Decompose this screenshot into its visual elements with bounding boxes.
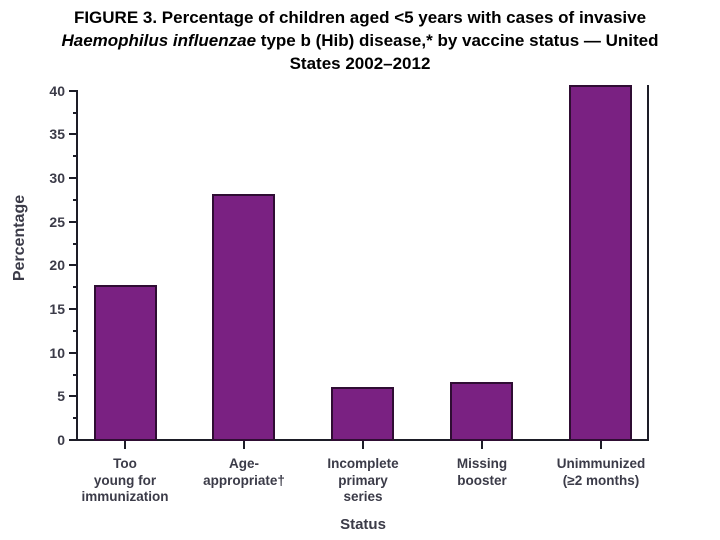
y-tick-label: 5	[57, 388, 65, 404]
y-minor-tick	[73, 155, 78, 157]
y-major-tick	[69, 439, 78, 441]
y-major-tick	[69, 352, 78, 354]
y-major-tick	[69, 308, 78, 310]
y-tick-label: 0	[57, 432, 65, 448]
y-tick-label: 25	[49, 214, 65, 230]
y-major-tick	[69, 177, 78, 179]
y-major-tick	[69, 221, 78, 223]
title-line-3: States 2002–2012	[289, 54, 431, 73]
x-category-label-line: booster	[457, 472, 507, 488]
bar-2	[212, 194, 275, 441]
x-category-label-line: Age-	[229, 456, 259, 471]
y-tick-label: 30	[49, 170, 65, 186]
y-minor-tick	[73, 243, 78, 245]
x-tick	[243, 441, 245, 449]
x-category-label-line: (≥2 months)	[562, 472, 640, 488]
y-minor-tick	[73, 374, 78, 376]
y-major-tick	[69, 90, 78, 92]
x-category-label-line: primary	[338, 472, 388, 488]
x-category-label-line: Missing	[456, 456, 508, 471]
y-tick-label: 20	[49, 257, 65, 273]
x-category-label: Age-appropriate†	[183, 456, 305, 489]
x-category-label-line: appropriate†	[203, 472, 285, 488]
x-category-label-line: series	[343, 489, 383, 504]
x-category-label-line: young for	[93, 472, 157, 488]
y-minor-tick	[73, 330, 78, 332]
y-tick-label: 40	[49, 83, 65, 99]
y-minor-tick	[73, 286, 78, 288]
x-category-label: Unimmunized (≥2 months)	[540, 456, 662, 489]
y-minor-tick	[73, 199, 78, 201]
y-major-tick	[69, 133, 78, 135]
y-axis-title: Percentage	[11, 194, 28, 282]
right-axis-line	[647, 85, 649, 441]
x-category-label: Incomplete primary series	[302, 456, 424, 506]
title-species-italic: Haemophilus influenzae	[61, 31, 257, 50]
x-category-label-line: Unimmunized	[556, 456, 646, 471]
x-tick	[481, 441, 483, 449]
x-tick	[600, 441, 602, 449]
bar-3	[331, 387, 394, 441]
y-major-tick	[69, 395, 78, 397]
x-category-label: Missing booster	[421, 456, 543, 489]
x-tick	[362, 441, 364, 449]
y-tick-label: 35	[49, 126, 65, 142]
y-major-tick	[69, 264, 78, 266]
title-line-1: FIGURE 3. Percentage of children aged <5…	[73, 8, 647, 27]
bar-5	[569, 85, 632, 441]
x-category-label-line: Incomplete	[327, 456, 399, 471]
bar-4	[450, 382, 513, 441]
y-minor-tick	[73, 417, 78, 419]
title-line-2: Haemophilus influenzae type b (Hib) dise…	[0, 29, 720, 52]
y-minor-tick	[73, 112, 78, 114]
x-category-label-line: immunization	[81, 489, 169, 504]
x-tick	[124, 441, 126, 449]
title-line-2-rest: type b (Hib) disease,* by vaccine status…	[256, 31, 659, 50]
figure-title: FIGURE 3. Percentage of children aged <5…	[0, 6, 720, 75]
x-category-label-line: Too	[113, 456, 137, 471]
x-category-label: Too young for immunization	[64, 456, 186, 506]
y-tick-label: 15	[49, 301, 65, 317]
x-axis-title: Status	[340, 516, 386, 533]
bar-1	[94, 285, 157, 441]
y-tick-label: 10	[49, 345, 65, 361]
